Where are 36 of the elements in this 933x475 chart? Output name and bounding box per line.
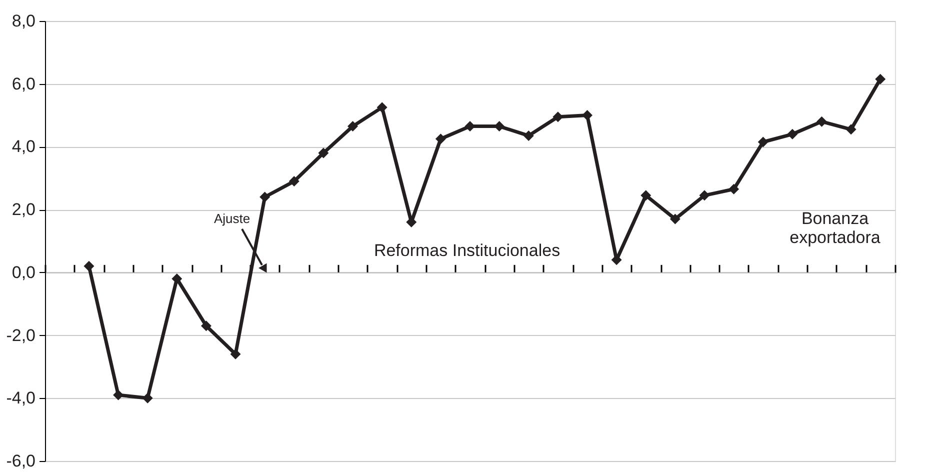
y-tick-label: -6,0 <box>6 452 36 470</box>
point <box>318 148 329 158</box>
point <box>376 102 388 113</box>
y-tick-label: 4,0 <box>12 137 36 156</box>
point <box>113 390 124 400</box>
point <box>494 121 505 132</box>
y-tick-label: -2,0 <box>6 326 36 345</box>
annotation: Bonanza exportadora <box>790 209 881 247</box>
point <box>172 273 182 284</box>
point <box>846 124 856 135</box>
point <box>816 116 827 127</box>
point <box>787 128 798 140</box>
annotation: Ajuste <box>214 211 250 226</box>
point <box>640 190 652 201</box>
point <box>142 392 153 404</box>
point <box>435 134 446 144</box>
point <box>699 190 710 201</box>
y-tick-label: 2,0 <box>12 200 36 220</box>
point <box>84 260 94 272</box>
point <box>670 214 680 224</box>
y-tick-label: -4,0 <box>6 388 36 408</box>
point <box>230 348 241 360</box>
point <box>200 320 212 332</box>
y-tick-label: 0,0 <box>12 262 36 282</box>
point <box>582 110 592 121</box>
point <box>875 74 886 84</box>
point <box>523 130 534 141</box>
annotation: Reformas Institucionales <box>374 241 560 260</box>
y-tick-label: 6,0 <box>12 74 36 94</box>
point <box>348 121 358 132</box>
point <box>552 112 564 122</box>
point <box>728 184 740 194</box>
point <box>288 176 300 187</box>
y-tick-label: 8,0 <box>12 12 36 30</box>
point <box>758 136 768 148</box>
point <box>260 192 270 202</box>
